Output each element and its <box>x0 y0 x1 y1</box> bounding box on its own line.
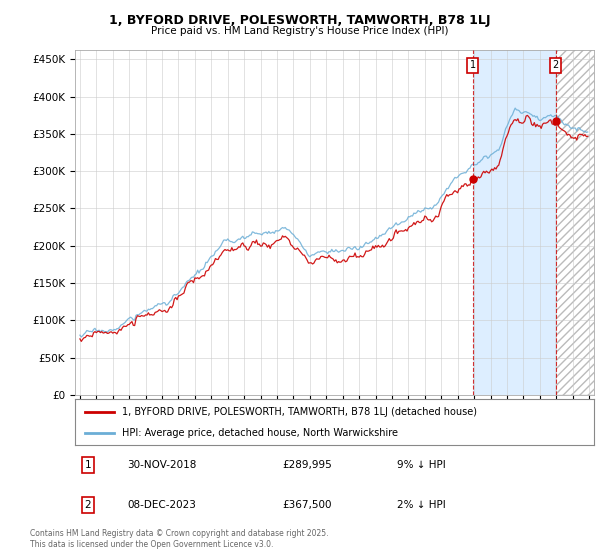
Text: 1: 1 <box>470 60 476 71</box>
Bar <box>556 50 600 395</box>
Text: Price paid vs. HM Land Registry's House Price Index (HPI): Price paid vs. HM Land Registry's House … <box>151 26 449 36</box>
Text: 30-NOV-2018: 30-NOV-2018 <box>127 460 196 470</box>
Text: HPI: Average price, detached house, North Warwickshire: HPI: Average price, detached house, Nort… <box>122 428 398 438</box>
Text: £289,995: £289,995 <box>283 460 332 470</box>
Text: 2: 2 <box>85 500 91 510</box>
Text: £367,500: £367,500 <box>283 500 332 510</box>
Text: 9% ↓ HPI: 9% ↓ HPI <box>397 460 446 470</box>
Text: Contains HM Land Registry data © Crown copyright and database right 2025.
This d: Contains HM Land Registry data © Crown c… <box>30 529 329 549</box>
Text: 2: 2 <box>553 60 559 71</box>
Text: 1, BYFORD DRIVE, POLESWORTH, TAMWORTH, B78 1LJ: 1, BYFORD DRIVE, POLESWORTH, TAMWORTH, B… <box>109 14 491 27</box>
Text: 2% ↓ HPI: 2% ↓ HPI <box>397 500 446 510</box>
Text: 08-DEC-2023: 08-DEC-2023 <box>127 500 196 510</box>
Bar <box>556 50 600 395</box>
Text: 1, BYFORD DRIVE, POLESWORTH, TAMWORTH, B78 1LJ (detached house): 1, BYFORD DRIVE, POLESWORTH, TAMWORTH, B… <box>122 407 477 417</box>
Text: 1: 1 <box>85 460 91 470</box>
Bar <box>473 50 556 395</box>
